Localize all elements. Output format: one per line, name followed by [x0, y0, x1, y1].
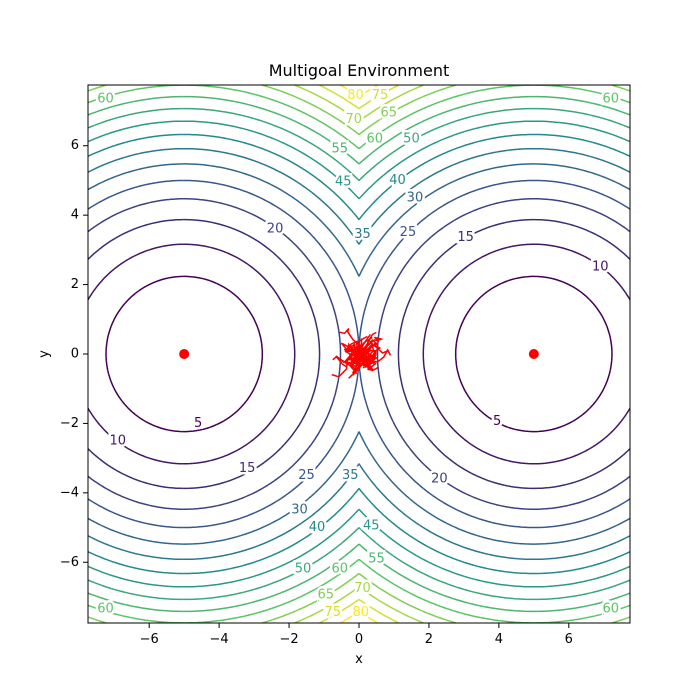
contour-label: 75 [325, 605, 342, 620]
y-tick-label: 0 [71, 347, 79, 362]
contour-label: 65 [318, 588, 335, 603]
trajectory-path [340, 342, 360, 356]
goal-marker [179, 349, 190, 359]
contour-label: 60 [366, 131, 383, 146]
contour-label: 60 [97, 91, 114, 106]
contour-label: 70 [354, 581, 371, 596]
x-axis-ticks: −6 −4 −2 0 2 4 6 [140, 623, 573, 647]
x-tick-label: 0 [355, 632, 363, 647]
contour-label: 20 [431, 471, 448, 486]
contour-label: 30 [407, 190, 424, 205]
trajectory-cluster [331, 328, 392, 379]
contour-label: 35 [354, 227, 371, 242]
contour-level-40 [88, 133, 630, 575]
goal-marker [528, 349, 539, 359]
trajectory-path [350, 351, 362, 367]
y-axis-label: y [37, 350, 52, 358]
contour-label: 15 [239, 461, 256, 476]
y-axis-ticks: −6 −4 −2 0 2 4 6 [60, 138, 88, 570]
contour-label: 40 [389, 173, 406, 188]
goal-markers [179, 349, 539, 359]
contour-level-25 [88, 179, 630, 529]
contour-label: 5 [493, 414, 501, 429]
x-tick-label: −6 [140, 632, 159, 647]
contour-label: 20 [267, 222, 284, 237]
contour-level-75 [318, 85, 400, 623]
contour-label: 35 [342, 468, 359, 483]
y-tick-label: 2 [71, 277, 79, 292]
contour-label: 50 [295, 562, 312, 577]
contour-label: 70 [345, 112, 362, 127]
contour-label: 5 [194, 416, 202, 431]
contour-label: 45 [363, 518, 380, 533]
contour-label: 80 [347, 88, 364, 103]
trajectory-path [358, 347, 371, 355]
trajectory-path [332, 353, 360, 365]
contour-label: 15 [457, 230, 474, 245]
x-tick-label: −2 [279, 632, 298, 647]
contour-level-30 [88, 163, 630, 545]
contour-level-35 [88, 147, 630, 561]
contour-level-45 [88, 120, 630, 588]
contour-label: 65 [380, 105, 397, 120]
contour-label: 75 [372, 88, 389, 103]
contour-label: 40 [309, 520, 326, 535]
contour-label: 10 [592, 260, 609, 275]
contour-level-50 [88, 107, 630, 601]
x-tick-label: 6 [565, 632, 573, 647]
contour-level-15 [88, 218, 630, 490]
y-tick-label: −6 [60, 555, 79, 570]
contour-label: 45 [335, 175, 352, 190]
contour-label: 60 [602, 91, 619, 106]
contour-level-10 [88, 243, 630, 465]
contour-label: 55 [331, 142, 348, 157]
x-axis-label: x [355, 652, 363, 667]
contour-label: 25 [400, 225, 417, 240]
x-tick-label: 4 [495, 632, 503, 647]
chart-title: Multigoal Environment [269, 61, 450, 80]
contour-level-20 [88, 198, 630, 510]
contour-label: 50 [403, 131, 420, 146]
contour-label: 80 [352, 605, 369, 620]
y-tick-label: −2 [60, 416, 79, 431]
contour-level-60 [88, 85, 630, 623]
y-tick-label: 4 [71, 208, 79, 223]
contour-label: 25 [298, 468, 315, 483]
x-tick-label: −4 [210, 632, 229, 647]
x-tick-label: 2 [425, 632, 433, 647]
contour-level-5 [105, 275, 613, 433]
contour-labels: 5 510101515202025253030353540404545505055… [95, 85, 622, 622]
y-tick-label: −4 [60, 485, 79, 500]
contour-label: 30 [291, 503, 308, 518]
contour-label: 10 [109, 433, 126, 448]
contour-level-65 [88, 85, 630, 623]
contour-lines [88, 85, 630, 623]
y-tick-label: 6 [71, 138, 79, 153]
contour-label: 55 [368, 551, 385, 566]
contour-label: 60 [331, 562, 348, 577]
contour-label: 60 [97, 602, 114, 617]
contour-level-55 [88, 95, 630, 613]
contour-label: 60 [602, 602, 619, 617]
